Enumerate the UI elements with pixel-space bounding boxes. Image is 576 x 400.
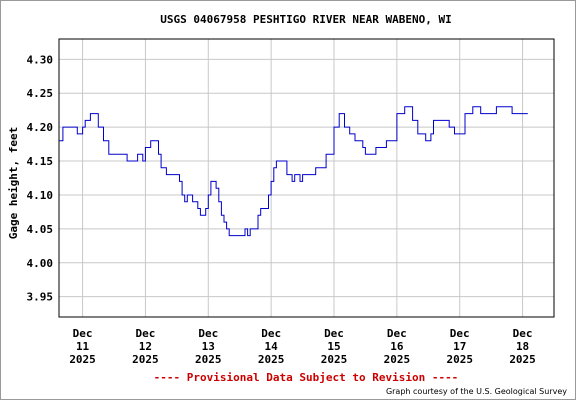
provisional-data-notice: ---- Provisional Data Subject to Revisio…	[154, 371, 459, 384]
x-tick-label-day: 18	[516, 340, 529, 353]
x-tick-label-day: 14	[265, 340, 279, 353]
y-tick-label: 4.15	[27, 155, 54, 168]
y-tick-label: 4.10	[27, 189, 54, 202]
y-tick-label: 4.30	[27, 53, 54, 66]
plot-area-border	[58, 38, 555, 318]
y-tick-labels: 4.30 4.25 4.20 4.15 4.10 4.05 4.00 3.95	[27, 53, 54, 303]
chart-title: USGS 04067958 PESHTIGO RIVER NEAR WABENO…	[160, 13, 451, 26]
usgs-credit: Graph courtesy of the U.S. Geological Su…	[386, 387, 567, 396]
y-tick-label: 4.20	[27, 121, 54, 134]
y-tick-label: 4.00	[27, 257, 54, 270]
y-axis-label: Gage height, feet	[7, 127, 20, 240]
x-tick-label-year: 2025	[132, 353, 159, 366]
x-tick-label-year: 2025	[384, 353, 411, 366]
x-tick-label-year: 2025	[195, 353, 222, 366]
x-tick-label-year: 2025	[321, 353, 348, 366]
x-tick-labels: Dec112025Dec122025Dec132025Dec142025Dec1…	[69, 327, 536, 366]
x-tick-label-month: Dec	[387, 327, 407, 340]
x-tick-label-day: 11	[76, 340, 90, 353]
x-tick-label-month: Dec	[261, 327, 281, 340]
x-tick-label-month: Dec	[450, 327, 470, 340]
x-tick-label-year: 2025	[69, 353, 96, 366]
gridlines	[59, 39, 554, 317]
x-tick-label-day: 16	[390, 340, 404, 353]
x-tick-label-day: 13	[202, 340, 215, 353]
x-tick-label-month: Dec	[198, 327, 218, 340]
y-tick-label: 4.05	[27, 223, 54, 236]
x-tick-label-month: Dec	[135, 327, 155, 340]
x-tick-label-month: Dec	[73, 327, 93, 340]
x-tick-label-day: 17	[453, 340, 466, 353]
x-tick-label-day: 12	[139, 340, 152, 353]
y-tick-label: 4.25	[27, 87, 54, 100]
x-tick-label-year: 2025	[446, 353, 473, 366]
x-tick-label-month: Dec	[513, 327, 533, 340]
gage-height-series-line	[59, 106, 528, 237]
x-tick-label-month: Dec	[324, 327, 344, 340]
y-tick-label: 3.95	[27, 291, 54, 304]
x-tick-label-day: 15	[327, 340, 340, 353]
x-tick-label-year: 2025	[258, 353, 285, 366]
x-tick-label-year: 2025	[509, 353, 536, 366]
